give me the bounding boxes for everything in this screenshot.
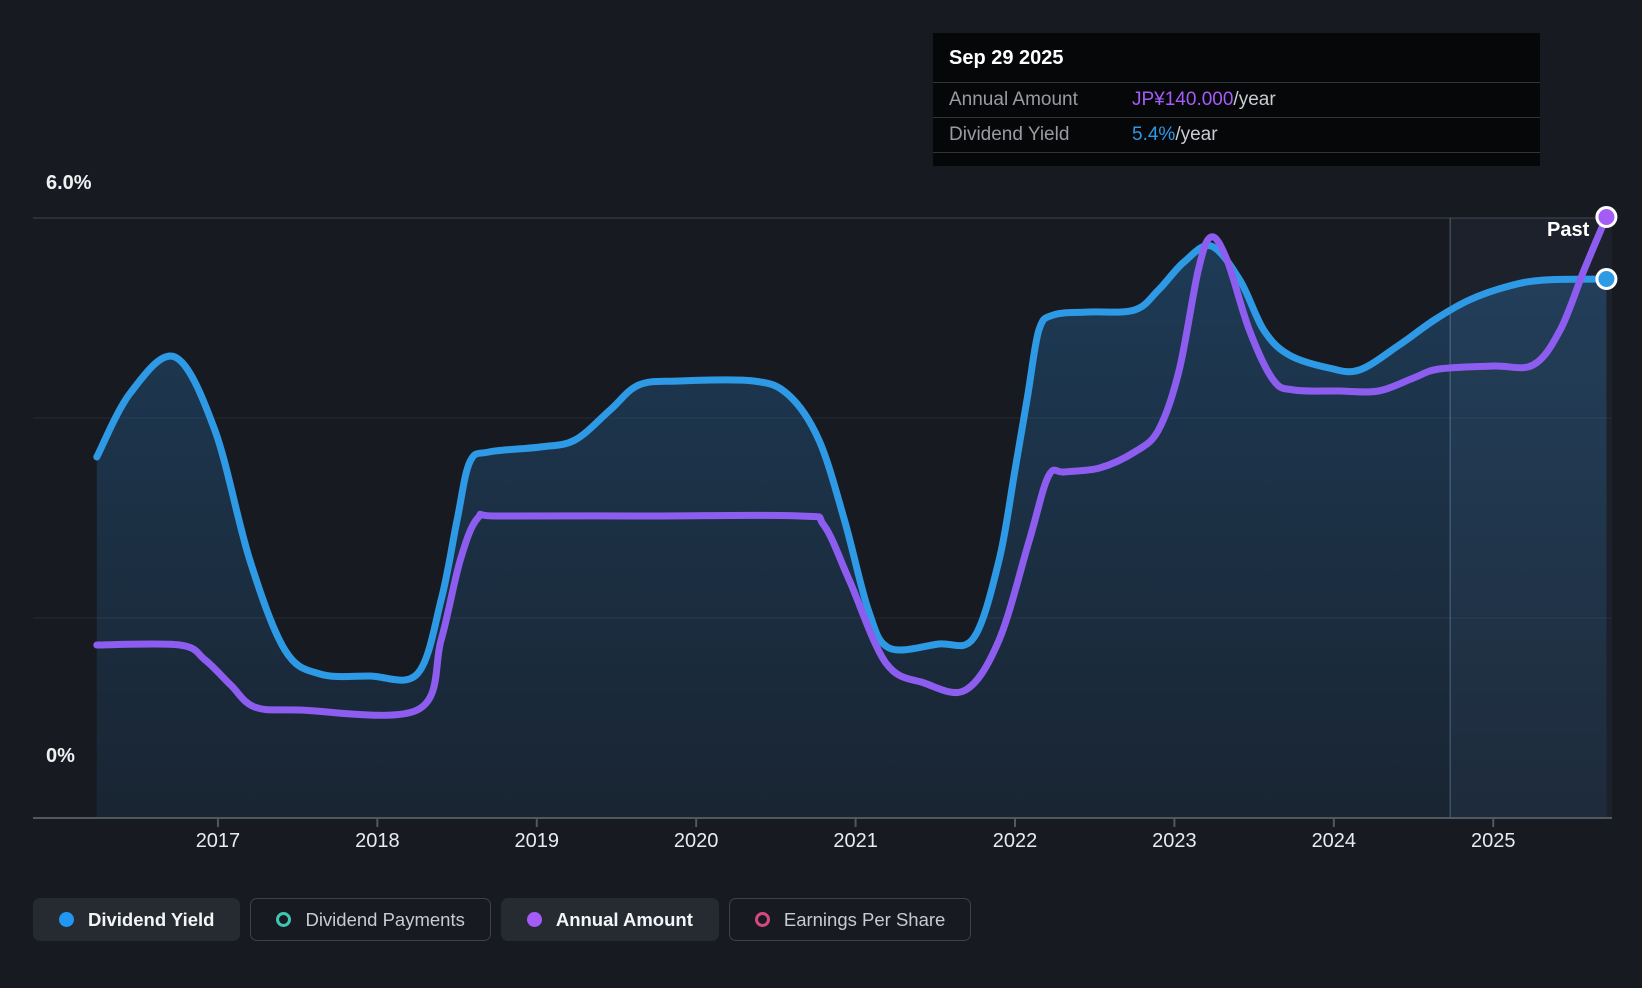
- x-tick-label: 2021: [833, 830, 878, 852]
- legend-button-earnings-per-share[interactable]: Earnings Per Share: [728, 898, 972, 941]
- tooltip-date: Sep 29 2025: [949, 47, 1064, 69]
- y-axis-label-zero: 0%: [46, 745, 75, 767]
- legend-button-dividend-yield[interactable]: Dividend Yield: [33, 898, 241, 941]
- x-tick-label: 2025: [1470, 830, 1516, 852]
- annual-amount-dot-icon: [526, 912, 542, 927]
- tooltip-value: 5.4%: [1132, 124, 1176, 145]
- tooltip-row-dividend-yield: Dividend Yield 5.4%/year: [933, 117, 1540, 153]
- legend-label: Dividend Payments: [305, 908, 465, 930]
- x-tick-label: 2017: [195, 830, 241, 852]
- x-tick-label: 2018: [355, 830, 400, 852]
- tooltip-value: JP¥140.000: [1132, 89, 1234, 110]
- legend-button-dividend-payments[interactable]: Dividend Payments: [250, 898, 491, 941]
- tooltip-label: Annual Amount: [949, 89, 1078, 110]
- earnings-per-share-ring-icon: [754, 912, 770, 927]
- x-tick-label: 2020: [673, 830, 719, 852]
- dividend-payments-ring-icon: [276, 912, 292, 927]
- tooltip-label: Dividend Yield: [949, 124, 1070, 145]
- chart-tooltip: Sep 29 2025 Annual Amount JP¥140.000/yea…: [933, 33, 1540, 166]
- chart-legend: Dividend Yield Dividend Payments Annual …: [33, 898, 972, 941]
- x-tick-label: 2024: [1311, 830, 1357, 852]
- x-tick-label: 2023: [1152, 830, 1197, 852]
- legend-label: Earnings Per Share: [783, 908, 946, 930]
- legend-label: Dividend Yield: [88, 908, 215, 930]
- legend-label: Annual Amount: [555, 908, 693, 930]
- y-axis-label-max: 6.0%: [46, 172, 92, 194]
- x-tick-label: 2022: [992, 830, 1038, 852]
- dividend-yield-dot-icon: [59, 912, 74, 927]
- legend-button-annual-amount[interactable]: Annual Amount: [500, 898, 719, 941]
- past-region-label: Past: [1547, 219, 1590, 241]
- tooltip-row-annual-amount: Annual Amount JP¥140.000/year: [933, 82, 1540, 117]
- tooltip-suffix: /year: [1233, 89, 1276, 110]
- x-tick-label: 2019: [514, 830, 560, 852]
- tooltip-suffix: /year: [1175, 124, 1218, 145]
